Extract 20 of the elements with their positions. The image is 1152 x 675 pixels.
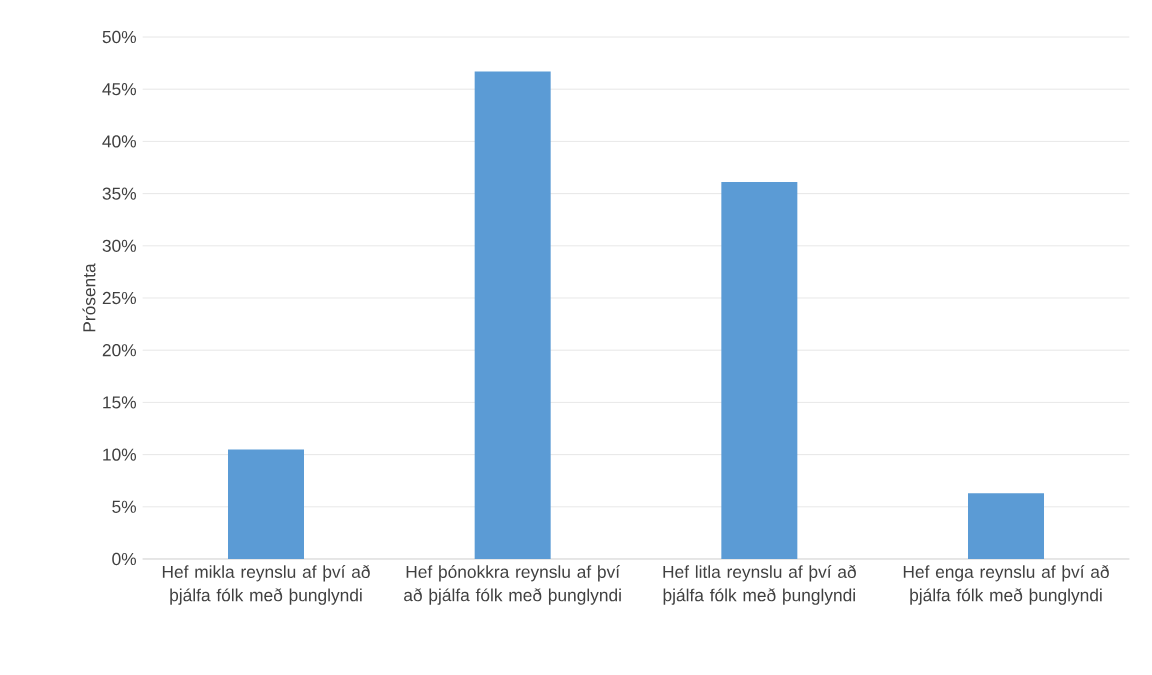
x-tick-label: Hef mikla reynslu af því að þjálfa fólk með þunglyndi <box>162 565 370 605</box>
x-tick-label: Hef þónokkra reynslu af því að þjálfa fólk með þunglyndi <box>404 565 621 605</box>
y-tick-label: 15% <box>103 396 137 409</box>
bar <box>968 493 1045 559</box>
y-tick-label: 50% <box>102 30 137 44</box>
bar <box>228 449 304 559</box>
y-tick-label: 45% <box>102 83 137 96</box>
y-tick-label: 25% <box>102 291 137 305</box>
y-tick-label: 20% <box>102 344 137 357</box>
y-tick-label: 35% <box>102 187 137 200</box>
x-tick-label: Hef enga reynslu af því að þjálfa fólk með þunglyndi <box>903 565 1109 605</box>
y-axis-title: Prósenta <box>82 263 96 332</box>
y-tick-label: 5% <box>112 500 137 513</box>
y-tick-label: 30% <box>102 239 137 252</box>
y-tick-label: 10% <box>103 448 137 461</box>
bar <box>721 182 798 559</box>
y-tick-label: 40% <box>102 135 137 148</box>
bar <box>474 71 551 559</box>
x-tick-label: Hef litla reynslu af því að þjálfa fólk með þunglyndi <box>663 565 856 605</box>
y-tick-label: 0% <box>112 552 137 566</box>
